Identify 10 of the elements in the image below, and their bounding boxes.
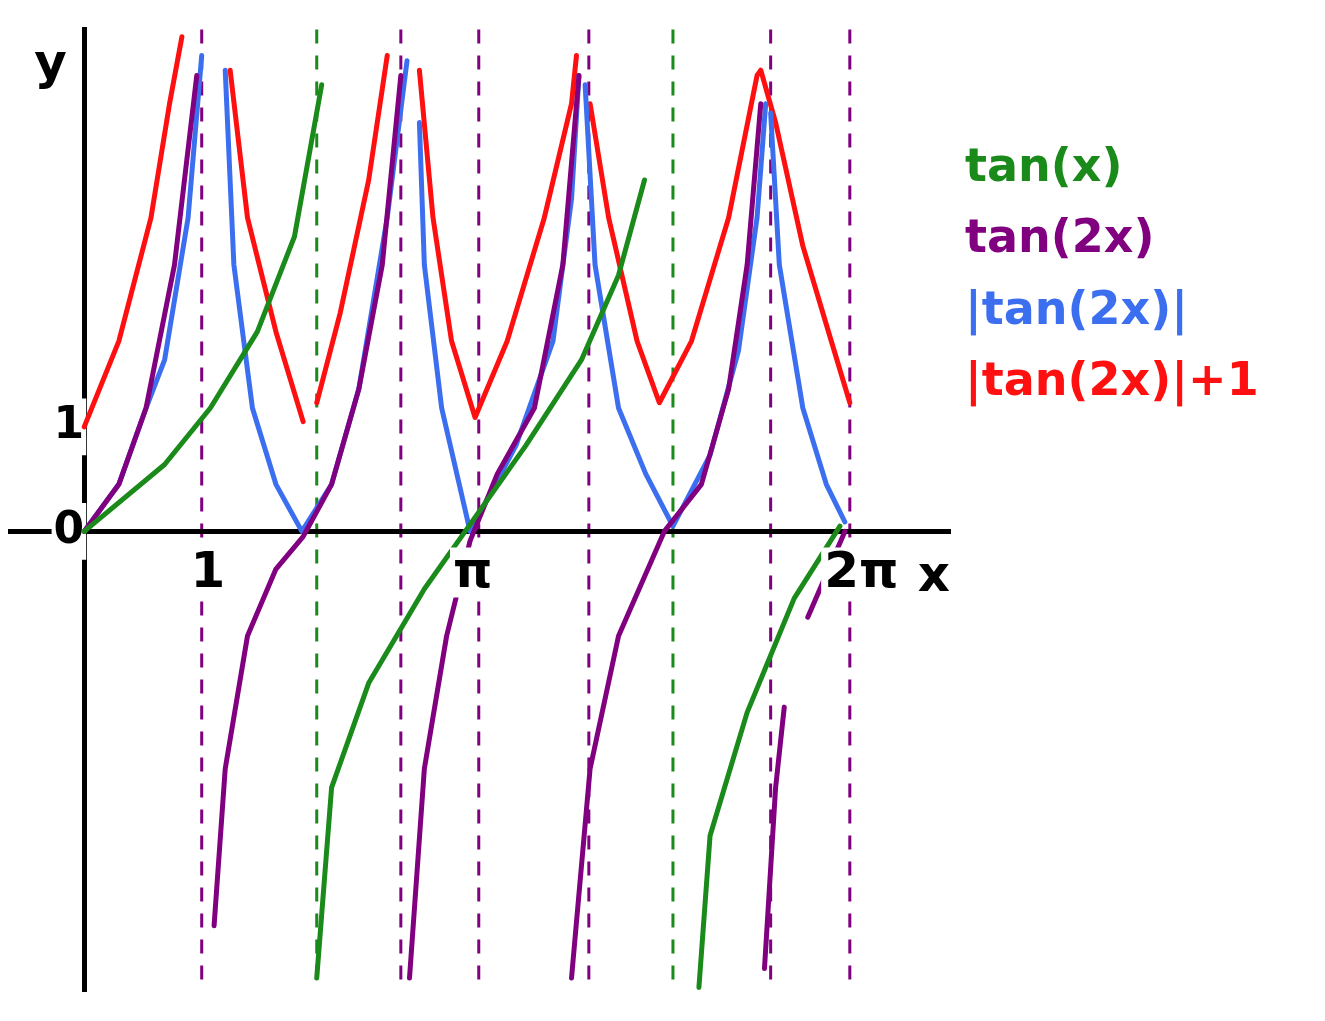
text: |tan(2x)|	[965, 279, 1190, 338]
x-tick-label: 2π	[824, 541, 899, 600]
x-axis-title: x	[917, 545, 950, 604]
y-tick-label: 0	[53, 501, 85, 553]
x-tick-label: 1	[190, 541, 226, 600]
x-tick-label: π	[453, 541, 493, 600]
y-axis-title: y	[34, 33, 67, 92]
text: tan(x)	[965, 137, 1124, 194]
text: tan(2x)	[965, 208, 1156, 266]
text: |tan(2x)|+1	[965, 350, 1259, 409]
